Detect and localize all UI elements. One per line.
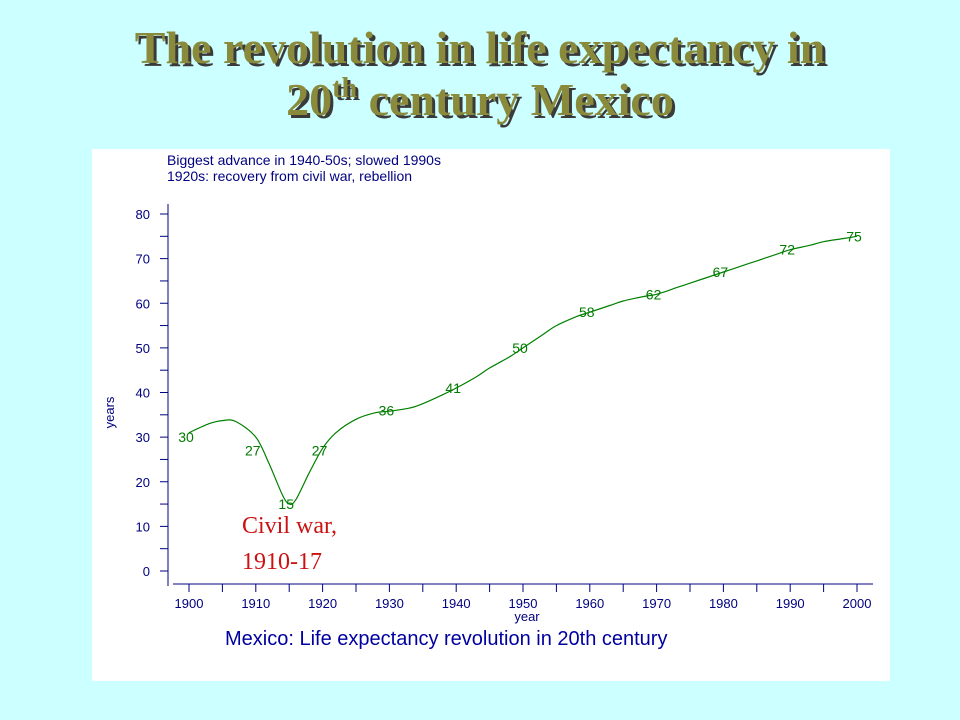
data-label-1920: 27 (312, 443, 328, 459)
data-label-1910: 27 (245, 443, 261, 459)
y-tick-label: 0 (143, 564, 150, 579)
data-label-1980: 67 (713, 264, 729, 280)
data-label-2000: 75 (846, 228, 862, 244)
data-label-1940: 41 (445, 380, 461, 396)
y-tick-label: 80 (136, 207, 150, 222)
x-tick-label: 2000 (843, 596, 872, 611)
y-tick-label: 10 (136, 519, 150, 534)
chart-panel: Biggest advance in 1940-50s; slowed 1990… (92, 149, 890, 681)
y-axis-title: years (102, 396, 117, 428)
x-tick-label: 1970 (642, 596, 671, 611)
chart-text: years year Civil war, 1910-17 Mexico: Life e… (102, 396, 667, 650)
x-tick-label: 1940 (442, 596, 471, 611)
life-expectancy-chart: Biggest advance in 1940-50s; slowed 1990… (102, 152, 873, 650)
x-tick-label: 1980 (709, 596, 738, 611)
data-label-1950: 50 (512, 340, 528, 356)
data-label-1960: 58 (579, 304, 595, 320)
x-tick-label: 1910 (241, 596, 270, 611)
data-labels: 30 27 15 27 36 41 50 58 62 67 72 75 (178, 228, 862, 512)
x-tick-label: 1900 (175, 596, 204, 611)
x-tick-label: 1950 (509, 596, 538, 611)
chart-notes: Biggest advance in 1940-50s; slowed 1990… (167, 152, 441, 184)
series-line-1 (188, 235, 858, 506)
title-part-20: 20 (286, 74, 333, 125)
y-tick-label: 60 (136, 296, 150, 311)
x-tick-label: 1990 (776, 596, 805, 611)
x-axis-title: year (514, 609, 540, 624)
data-label-1970: 62 (646, 286, 662, 302)
data-label-1900: 30 (178, 429, 194, 445)
note-line-1: Biggest advance in 1940-50s; slowed 1990… (167, 152, 441, 168)
note-line-2: 1920s: recovery from civil war, rebellio… (167, 168, 412, 184)
data-label-1990: 72 (779, 242, 795, 258)
title-part-century: century Mexico (357, 74, 674, 125)
data-label-1930: 36 (379, 402, 395, 418)
x-tick-label: 1920 (308, 596, 337, 611)
chart-axes: 0 10 20 30 40 50 60 70 80 1900 1910 1920 1930 1940 195… (136, 204, 873, 611)
y-tick-label: 70 (136, 252, 150, 267)
x-tick-label: 1930 (375, 596, 404, 611)
y-tick-label: 40 (136, 386, 150, 401)
civil-war-annotation-line-2: 1910-17 (242, 549, 322, 575)
x-tick-label: 1960 (575, 596, 604, 611)
title-line-1: The revolution in life expectancy in (134, 22, 826, 73)
chart-caption: Mexico: Life expectancy revolution in 20… (225, 628, 667, 650)
title-line-2: 20th century Mexico (0, 74, 960, 126)
series-group (188, 235, 858, 506)
y-tick-label: 30 (136, 430, 150, 445)
y-tick-label: 50 (136, 341, 150, 356)
y-tick-label: 20 (136, 475, 150, 490)
civil-war-annotation-line-1: Civil war, (242, 513, 337, 539)
slide-title: The revolution in life expectancy in 20t… (0, 22, 960, 126)
data-label-1915: 15 (278, 496, 294, 512)
title-superscript: th (332, 73, 358, 104)
